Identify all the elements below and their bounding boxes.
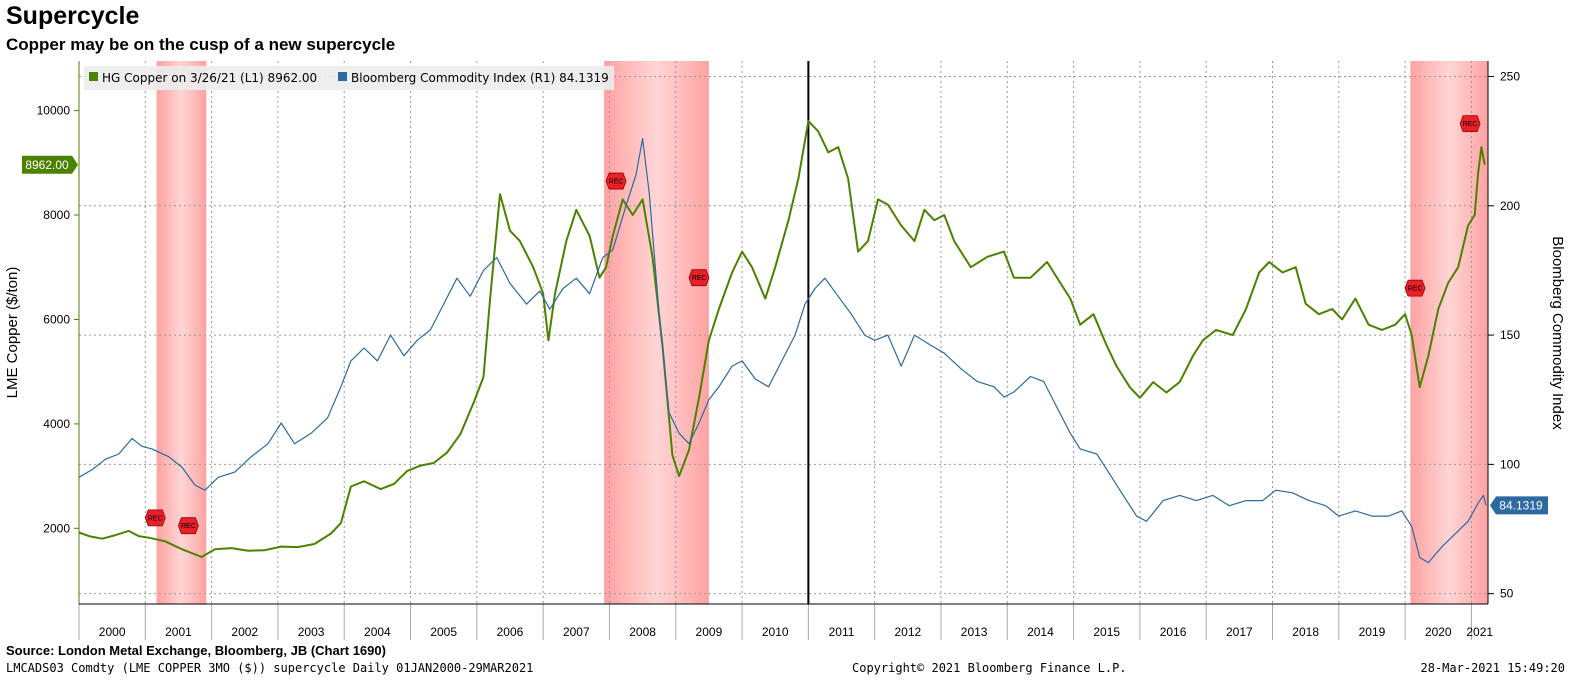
right-tick-label-50: 50: [1500, 587, 1514, 601]
rec-marker-4: [688, 269, 710, 287]
x-tick-label-2018: 2018: [1292, 625, 1319, 639]
index-last-value-label: 84.1319: [1499, 498, 1543, 512]
right-tick-label-150: 150: [1500, 328, 1520, 342]
x-tick-label-2010: 2010: [762, 625, 789, 639]
x-tick-label-2004: 2004: [364, 625, 391, 639]
rec-marker-label-4: REC: [692, 275, 707, 282]
x-tick-label-2013: 2013: [961, 625, 988, 639]
rec-marker-1: [144, 509, 166, 527]
index-last-value-flag: [1490, 496, 1548, 515]
legend-label-index: Bloomberg Commodity Index (R1) 84.1319: [351, 71, 609, 85]
legend-label-copper: HG Copper on 3/26/21 (L1) 8962.00: [102, 71, 317, 85]
x-tick-label-2015: 2015: [1093, 625, 1120, 639]
rec-marker-5: [1404, 279, 1426, 297]
rec-marker-6: [1459, 115, 1481, 133]
commodity-index-series-line: [78, 138, 1487, 564]
rec-marker-label-3: REC: [609, 179, 624, 186]
x-tick-label-2012: 2012: [894, 625, 921, 639]
rec-marker-label-5: REC: [1408, 286, 1423, 293]
recession-band-2: [604, 61, 709, 604]
copper-last-value-flag: [22, 155, 78, 174]
x-tick-label-2003: 2003: [298, 625, 325, 639]
x-tick-label-2000: 2000: [99, 625, 126, 639]
right-tick-label-100: 100: [1500, 457, 1520, 471]
rec-marker-label-2: REC: [181, 523, 196, 530]
legend-swatch-index: [338, 72, 347, 81]
right-axis-title: Bloomberg Commodity Index: [1549, 236, 1566, 430]
x-tick-label-2005: 2005: [430, 625, 457, 639]
x-tick-label-2001: 2001: [165, 625, 192, 639]
copper-series-line: [78, 120, 1486, 558]
right-tick-label-250: 250: [1500, 70, 1520, 84]
recession-band-3: [1410, 61, 1488, 604]
x-tick-label-2016: 2016: [1160, 625, 1187, 639]
rec-marker-3: [605, 172, 627, 190]
x-tick-label-2019: 2019: [1359, 625, 1386, 639]
left-tick-label-6000: 6000: [43, 312, 70, 326]
x-tick-label-2011: 2011: [829, 625, 855, 639]
x-tick-label-2006: 2006: [497, 625, 524, 639]
x-tick-label-2007: 2007: [563, 625, 590, 639]
left-axis-title: LME Copper ($/ton): [4, 267, 21, 399]
legend-swatch-copper: [89, 72, 98, 81]
x-tick-label-2021: 2021: [1466, 625, 1493, 639]
left-tick-label-4000: 4000: [43, 417, 70, 431]
rec-marker-label-1: REC: [148, 515, 163, 522]
rec-marker-label-6: REC: [1463, 121, 1478, 128]
left-tick-label-8000: 8000: [43, 208, 70, 222]
left-tick-label-10000: 10000: [37, 104, 71, 118]
footer-ticker-info: LMCADS03 Comdty (LME COPPER 3MO ($)) sup…: [6, 661, 534, 675]
copper-last-value-label: 8962.00: [25, 158, 69, 172]
x-tick-label-2020: 2020: [1425, 625, 1452, 639]
x-tick-label-2014: 2014: [1027, 625, 1054, 639]
footer-timestamp: 28-Mar-2021 15:49:20: [1420, 661, 1566, 675]
right-tick-label-200: 200: [1500, 199, 1520, 213]
chart-title: Supercycle: [6, 2, 140, 30]
x-tick-label-2002: 2002: [231, 625, 258, 639]
recession-band-1: [156, 61, 207, 604]
footer-copyright: Copyright© 2021 Bloomberg Finance L.P.: [852, 661, 1127, 675]
rec-marker-2: [177, 517, 199, 535]
left-tick-label-2000: 2000: [43, 521, 70, 535]
x-tick-label-2017: 2017: [1226, 625, 1253, 639]
chart-source: Source: London Metal Exchange, Bloomberg…: [6, 643, 386, 658]
x-tick-label-2008: 2008: [629, 625, 656, 639]
legend-box: [84, 66, 614, 90]
chart-subtitle: Copper may be on the cusp of a new super…: [6, 35, 396, 54]
x-tick-label-2009: 2009: [696, 625, 723, 639]
